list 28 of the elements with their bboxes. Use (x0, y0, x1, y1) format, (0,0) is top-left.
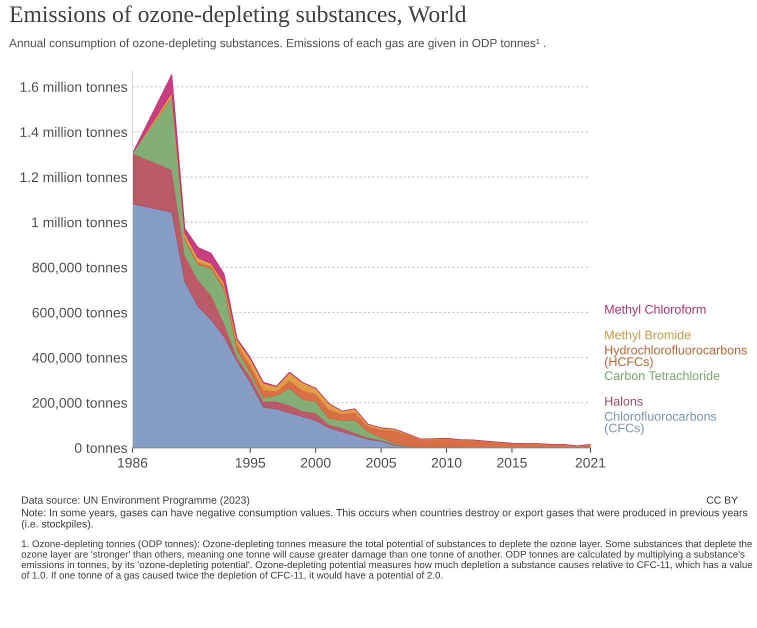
text: Note: In some years, gases can have negative consumption values. This occurs when countries destroy or export gases that were produced in previous years (i.e. stockpiles). (22, 508, 748, 530)
x-tick-label: 2010 (432, 458, 462, 468)
chart-subtitle: Annual consumption of ozone-depleting substances. Emissions of each gas are given in ODP tonnes¹ . (9, 38, 546, 50)
text: Carbon Tetrachloride (604, 370, 720, 380)
y-tick-label: 1.2 million tonnes (20, 172, 128, 182)
source-note: Data source: UN Environment Programme (2023) (22, 496, 250, 506)
text: CC BY (706, 496, 738, 504)
x-tick-label: 2015 (497, 458, 527, 468)
x-tick-label: 2005 (366, 458, 396, 468)
y-tick-label: 1.6 million tonnes (20, 82, 128, 92)
y-tick-label: 400,000 tonnes (32, 352, 128, 364)
text: Methyl Chloroform (605, 304, 706, 316)
chart-title: Emissions of ozone-depleting substances, World (10, 5, 466, 28)
x-tick-label: 2021 (576, 458, 606, 468)
series-label: Chlorofluorocarbons (CFCs) (604, 412, 716, 435)
x-tick-label: 2000 (300, 458, 331, 468)
x-tick-label: 1995 (236, 458, 266, 468)
y-tick-label: 600,000 tonnes (32, 308, 128, 320)
y-tick-label: 0 tonnes (74, 443, 128, 453)
text: 1. Ozone-depleting tonnes (ODP tonnes): Ozone-depleting tonnes measure the total potential of substances to deplete the ozone layer. Some substances that deplete the ozone layer are 'stronger' than others, meaning one tonne will cause greater damage than one tonne of another. ODP tonnes are calculated by multiplying a substance's emissions in tonnes, by its 'ozone-depleting potential'. Ozone-depleting potential measures how much depletion a substance causes relative to CFC-11, which has a value of 1.0. If one tonne of a gas caused twice the depletion of CFC-11, it would have a potential of 2.0. (22, 540, 752, 581)
x-tick-label: 1986 (118, 458, 148, 468)
y-tick-label: 800,000 tonnes (32, 262, 128, 274)
y-tick-label: 1 million tonnes (32, 217, 128, 228)
y-tick-label: 1.4 million tonnes (20, 126, 128, 138)
text: Halons (605, 396, 643, 406)
text: Hydrochlorofluorocarbons (HCFCs) (604, 345, 747, 369)
y-tick-label: 200,000 tonnes (32, 398, 128, 410)
text: Methyl Bromide (605, 330, 690, 342)
